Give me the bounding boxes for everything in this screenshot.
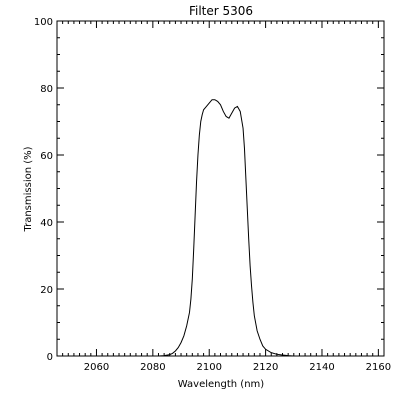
x-tick-label: 2100: [196, 362, 221, 373]
y-tick-label: 20: [40, 285, 53, 296]
x-tick-label: 2140: [309, 362, 334, 373]
x-tick-label: 2160: [366, 362, 391, 373]
y-tick-label: 60: [40, 151, 53, 162]
axis-ticks: [56, 20, 385, 357]
x-tick-label: 2120: [253, 362, 278, 373]
y-tick-label: 80: [40, 84, 53, 95]
tick-labels: 2060 2080 2100 2120 2140 2160 0 20 40 60 80 100: [34, 17, 391, 373]
x-tick-label: 2080: [140, 362, 165, 373]
plot-frame: [56, 20, 385, 357]
y-tick-label: 100: [34, 17, 53, 28]
y-tick-label: 0: [47, 352, 53, 363]
y-tick-label: 40: [40, 218, 53, 229]
x-axis-label: Wavelength (nm): [178, 379, 264, 390]
transmission-curve: [158, 99, 294, 357]
chart-title: Filter 5306: [189, 4, 253, 18]
y-axis-label: Transmission (%): [23, 146, 34, 232]
x-tick-label: 2060: [84, 362, 109, 373]
